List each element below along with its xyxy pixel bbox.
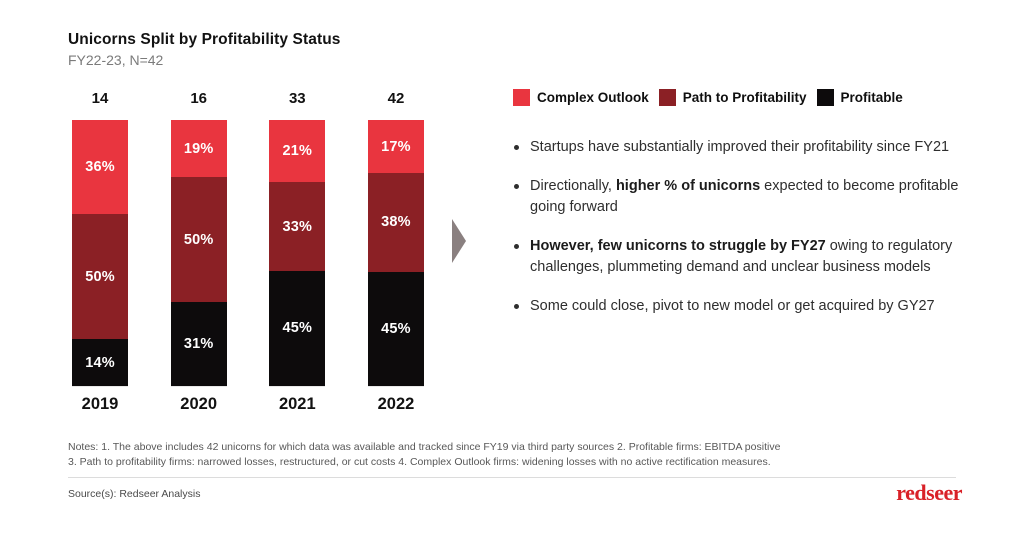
stacked-bar: 17% 38% 45% [367,120,424,387]
bar-segment: 50% [72,214,128,340]
insight-bullet: However, few unicorns to struggle by FY2… [513,236,968,278]
bar-segment: 33% [269,182,326,271]
insight-text: expected to become profitable going forw… [530,178,959,215]
insight-text: Startups have substantially improved the… [530,139,950,155]
footnote-line: 3. Path to profitability firms: narrowed… [68,456,771,468]
insight-text-bold: However, few unicorns to struggle by FY2… [530,238,826,254]
stacked-bar-chart: 14 36% 50% 14% 2019 16 19% 50% 31% 2020 33 21% 33% 45… [72,90,424,414]
stacked-bar: 36% 50% 14% [72,120,128,387]
footer-divider [68,477,956,478]
insights-panel: Complex Outlook Path to Profitability Prof… [513,89,968,335]
chart-legend: Complex Outlook Path to Profitability Prof… [513,89,968,106]
bar-segment: 45% [269,270,326,387]
chart-column-2022: 42 17% 38% 45% 2022 [367,90,424,414]
legend-swatch-icon [816,89,834,106]
bullet-dot-icon [514,145,519,150]
source-text: Source(s): Redseer Analysis [68,488,201,500]
insight-text: Some could close, pivot to new model or … [530,298,935,314]
bar-total-label: 33 [288,90,306,107]
legend-item: Path to Profitability [658,89,807,106]
legend-item: Complex Outlook [513,89,649,106]
bar-segment: 31% [170,302,227,386]
redseer-logo: redseer [896,480,962,505]
bar-total-label: 14 [91,90,109,107]
bar-segment: 19% [170,120,227,178]
bar-segment: 21% [269,120,326,183]
bullet-dot-icon [514,184,519,189]
legend-label: Path to Profitability [682,90,807,105]
bullet-dot-icon [514,244,519,249]
legend-label: Profitable [840,90,903,105]
x-axis-label: 2022 [377,395,415,413]
x-axis-label: 2021 [278,395,316,413]
insight-bullet: Some could close, pivot to new model or … [513,296,968,317]
chart-column-2020: 16 19% 50% 31% 2020 [170,90,227,414]
insight-text-bold: higher % of unicorns [615,178,761,194]
legend-label: Complex Outlook [537,90,649,105]
insights-bullet-list: Startups have substantially improved the… [513,137,968,317]
legend-item: Profitable [816,89,903,106]
arrow-right-icon [452,219,466,263]
legend-swatch-icon [658,89,676,106]
stacked-bar: 19% 50% 31% [170,120,227,387]
insight-bullet: Startups have substantially improved the… [513,137,968,158]
x-axis-label: 2020 [180,395,218,413]
chart-columns: 14 36% 50% 14% 2019 16 19% 50% 31% 2020 33 21% 33% 45… [72,90,424,414]
footnotes: Notes: 1. The above includes 42 unicorns… [68,440,978,470]
insight-bullet: Directionally, higher % of unicorns expe… [513,176,968,218]
title-block: Unicorns Split by Profitability Status F… [68,31,341,68]
bullet-dot-icon [514,304,519,309]
bar-total-label: 16 [190,90,207,107]
bar-segment: 38% [367,173,424,272]
legend-swatch-icon [513,89,530,106]
page-subtitle: FY22-23, N=42 [68,52,164,68]
insight-text: owing to regulatory challenges, plummeti… [530,238,953,275]
page-title: Unicorns Split by Profitability Status [68,31,341,48]
bar-segment: 17% [367,120,424,174]
footnote-line: Notes: 1. The above includes 42 unicorns… [68,441,781,453]
chart-column-2019: 14 36% 50% 14% 2019 [72,90,128,414]
stacked-bar: 21% 33% 45% [269,120,326,387]
x-axis-label: 2019 [81,395,119,413]
bar-segment: 45% [367,271,424,386]
bar-total-label: 42 [387,90,405,107]
bar-segment: 36% [72,120,128,215]
bar-segment: 14% [72,339,128,386]
bar-segment: 50% [170,177,227,303]
chart-column-2021: 33 21% 33% 45% 2021 [269,90,326,414]
insight-text: Directionally, [530,178,616,194]
